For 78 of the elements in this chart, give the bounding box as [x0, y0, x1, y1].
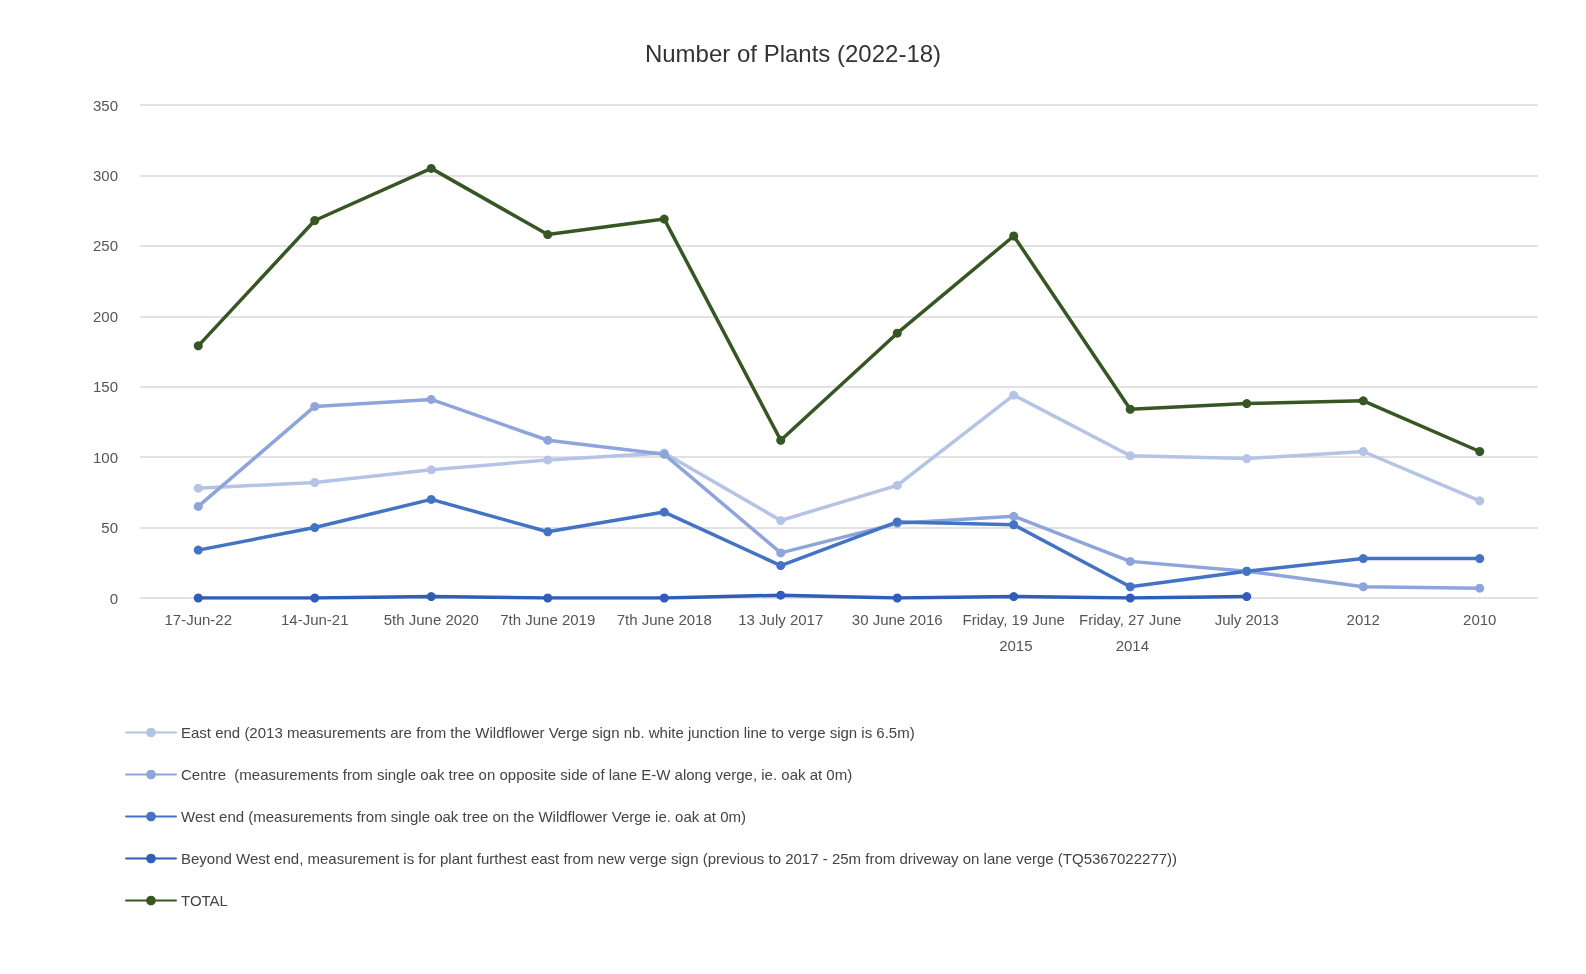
point [1475, 554, 1485, 564]
legend-label: East end (2013 measurements are from the Wildflower Verge sign nb. white junction line to verge sign is 6.5m) [181, 724, 915, 741]
chart-title: Number of Plants (2022-18) [644, 39, 942, 67]
y-tick-label: 0 [109, 589, 118, 607]
point [310, 401, 320, 411]
point [776, 548, 786, 558]
point [1009, 511, 1019, 521]
y-tick-label: 200 [92, 307, 118, 325]
point [1125, 451, 1135, 461]
x-tick-label: 14-Jun-21 [280, 610, 349, 628]
legend-label: TOTAL [181, 892, 228, 909]
point [776, 516, 786, 526]
point [1475, 583, 1485, 593]
x-tick-label: 13 July 2017 [738, 610, 824, 628]
point [310, 593, 320, 603]
x-tick-label: 7th June 2019 [500, 610, 596, 628]
y-tick-label: 100 [92, 448, 118, 466]
x-tick-label: 30 June 2016 [851, 610, 943, 628]
point [543, 455, 553, 465]
point [426, 592, 436, 602]
y-tick-label: 350 [92, 96, 118, 114]
point [659, 214, 669, 224]
point [892, 593, 902, 603]
point [1242, 454, 1252, 464]
point [1475, 496, 1485, 506]
x-tick-label: 5th June 2020 [383, 610, 479, 628]
point [1125, 404, 1135, 414]
point [1125, 556, 1135, 566]
point [776, 435, 786, 445]
x-tick-label: 7th June 2018 [616, 610, 712, 628]
point [543, 435, 553, 445]
x-tick-label: 17-Jun-22 [164, 610, 233, 628]
point [1475, 447, 1485, 457]
point [1009, 592, 1019, 602]
point [193, 483, 203, 493]
point [193, 545, 203, 555]
point [543, 230, 553, 240]
y-tick-label: 150 [92, 378, 118, 396]
point [426, 494, 436, 504]
point [659, 507, 669, 517]
point [776, 561, 786, 571]
y-tick-label: 300 [92, 166, 118, 184]
point [1358, 582, 1368, 592]
point [1009, 520, 1019, 530]
point [310, 216, 320, 225]
point [1242, 592, 1252, 602]
point [310, 523, 320, 533]
x-tick-label: Friday, 19 June 2015 [962, 610, 1065, 654]
y-tick-label: 250 [92, 237, 118, 255]
point [1125, 593, 1135, 603]
point [1242, 399, 1252, 409]
point [892, 480, 902, 490]
x-tick-label: July 2013 [1214, 610, 1279, 628]
x-tick-label: 2010 [1463, 610, 1497, 628]
x-tick-label: 2012 [1346, 610, 1380, 628]
point [659, 593, 669, 603]
point [1009, 390, 1019, 400]
legend-label: Beyond West end, measurement is for plant furthest east from new verge sign (previous to 2017 - 25m from driveway on lane verge (TQ5367022277)) [181, 850, 1178, 867]
point [193, 593, 203, 603]
point [1009, 231, 1019, 241]
point [310, 478, 320, 487]
point [1358, 447, 1368, 457]
legend-label: Centre (measurements from single oak tree on opposite side of lane E-W along verge, ie. oak at 0m) [181, 766, 853, 783]
point [543, 527, 553, 537]
point [776, 590, 786, 600]
legend-label: West end (measurements from single oak tree on the Wildflower Verge ie. oak at 0m) [181, 808, 746, 825]
point [426, 394, 436, 404]
point [892, 328, 902, 338]
point [1358, 396, 1368, 406]
point [1125, 582, 1135, 592]
point [1358, 554, 1368, 564]
point [426, 163, 436, 173]
point [193, 341, 203, 351]
point [543, 593, 553, 603]
x-tick-label: Friday, 27 June 2014 [1079, 610, 1182, 654]
point [193, 501, 203, 511]
y-tick-label: 50 [101, 519, 118, 537]
point [426, 465, 436, 475]
